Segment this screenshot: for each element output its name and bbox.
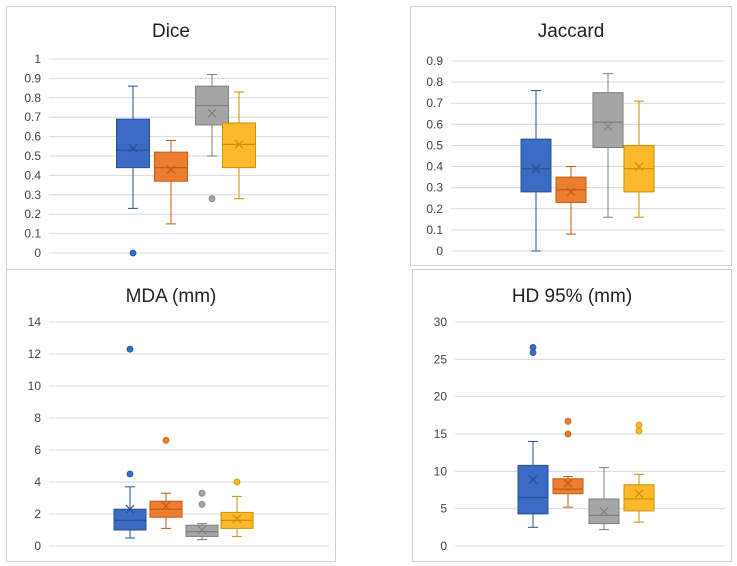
mean-marker <box>232 514 242 524</box>
y-tick-label: 14 <box>28 315 42 329</box>
y-tick-label: 0.8 <box>24 91 41 105</box>
mean-marker <box>197 525 207 535</box>
mean-marker <box>207 108 217 118</box>
outlier-point <box>198 500 206 508</box>
box-1 <box>520 138 552 193</box>
chart-jaccard: Jaccard 0 0.1 0.2 0.3 0.4 0.5 0.6 0.7 0.8 0.9 <box>410 6 732 266</box>
mean-marker <box>125 504 135 514</box>
mda-plot: 0 2 4 6 8 10 12 14 <box>28 315 329 553</box>
y-tick-label: 0.9 <box>24 71 41 85</box>
y-tick-label: 0 <box>34 539 41 553</box>
y-tick-label: 10 <box>28 379 42 393</box>
chart-mda: MDA (mm) 0 2 4 6 8 10 12 14 <box>6 269 336 562</box>
y-tick-label: 0.1 <box>426 223 443 237</box>
y-tick-label: 0.4 <box>426 160 443 174</box>
jaccard-plot: 0 0.1 0.2 0.3 0.4 0.5 0.6 0.7 0.8 0.9 <box>426 54 725 258</box>
box-3 <box>592 92 624 149</box>
chart-title: Dice <box>151 21 190 42</box>
box-4 <box>623 484 655 512</box>
y-tick-label: 0.9 <box>426 54 443 68</box>
y-tick-label: 20 <box>434 390 448 404</box>
y-tick-label: 0 <box>34 246 41 260</box>
y-tick-label: 0 <box>440 539 447 553</box>
y-tick-label: 0 <box>436 244 443 258</box>
mean-marker <box>166 165 176 175</box>
y-tick-label: 15 <box>434 427 448 441</box>
y-tick-label: 0.5 <box>426 138 443 152</box>
chart-title: MDA (mm) <box>125 286 217 307</box>
y-tick-label: 0.2 <box>24 207 41 221</box>
y-tick-label: 0.8 <box>426 75 443 89</box>
outlier-point <box>233 478 241 486</box>
y-tick-label: 0.4 <box>24 168 41 182</box>
outlier-point <box>635 421 643 429</box>
chart-title: HD 95% (mm) <box>511 286 633 307</box>
y-tick-label: 0.6 <box>24 130 41 144</box>
y-tick-label: 0.1 <box>24 227 41 241</box>
mean-marker <box>234 139 244 149</box>
chart-dice: Dice 0 0.1 0.2 0.3 0.4 0.5 0.6 0.7 0.8 0.9 1 <box>6 6 336 272</box>
mean-marker <box>531 164 541 174</box>
y-tick-label: 10 <box>434 464 448 478</box>
outlier-point <box>529 343 537 351</box>
y-tick-label: 6 <box>34 443 41 457</box>
y-tick-label: 0.7 <box>426 96 443 110</box>
dice-plot: 0 0.1 0.2 0.3 0.4 0.5 0.6 0.7 0.8 0.9 1 <box>24 52 329 260</box>
mean-marker <box>161 501 171 511</box>
outlier-point <box>564 417 572 425</box>
y-tick-label: 0.3 <box>426 181 443 195</box>
outlier-point <box>126 470 134 478</box>
outlier-point <box>635 427 643 435</box>
y-tick-label: 0.5 <box>24 149 41 163</box>
outlier-point <box>162 436 170 444</box>
box-2 <box>552 478 584 495</box>
box-1 <box>517 464 549 515</box>
chart-title: Jaccard <box>537 21 605 42</box>
y-tick-label: 0.7 <box>24 110 41 124</box>
mean-marker <box>634 162 644 171</box>
mean-marker <box>634 489 644 499</box>
mean-marker <box>128 143 138 153</box>
y-tick-label: 12 <box>28 347 42 361</box>
hd-plot: 0 5 10 15 20 25 30 <box>434 315 725 553</box>
y-tick-label: 2 <box>34 507 41 521</box>
box-1 <box>113 508 147 531</box>
y-tick-label: 4 <box>34 475 41 489</box>
y-tick-label: 0.6 <box>426 117 443 131</box>
outlier-point <box>564 430 572 438</box>
mean-marker <box>599 507 609 517</box>
y-tick-label: 1 <box>34 52 41 66</box>
mean-marker <box>603 122 613 131</box>
y-tick-label: 25 <box>434 352 448 366</box>
chart-hd: HD 95% (mm) 0 5 10 15 20 25 30 <box>412 269 732 562</box>
box-1 <box>116 118 150 169</box>
outlier-point <box>129 249 137 257</box>
y-tick-label: 0.2 <box>426 202 443 216</box>
mean-marker <box>566 187 576 197</box>
outlier-point <box>208 195 216 203</box>
mean-marker <box>528 475 538 484</box>
y-tick-label: 5 <box>440 502 447 516</box>
box-4 <box>222 122 256 169</box>
box-2 <box>154 151 188 182</box>
outlier-point <box>198 489 206 497</box>
y-tick-label: 8 <box>34 411 41 425</box>
outlier-point <box>126 345 134 353</box>
mean-marker <box>563 478 573 488</box>
y-tick-label: 30 <box>434 315 448 329</box>
y-tick-label: 0.3 <box>24 188 41 202</box>
